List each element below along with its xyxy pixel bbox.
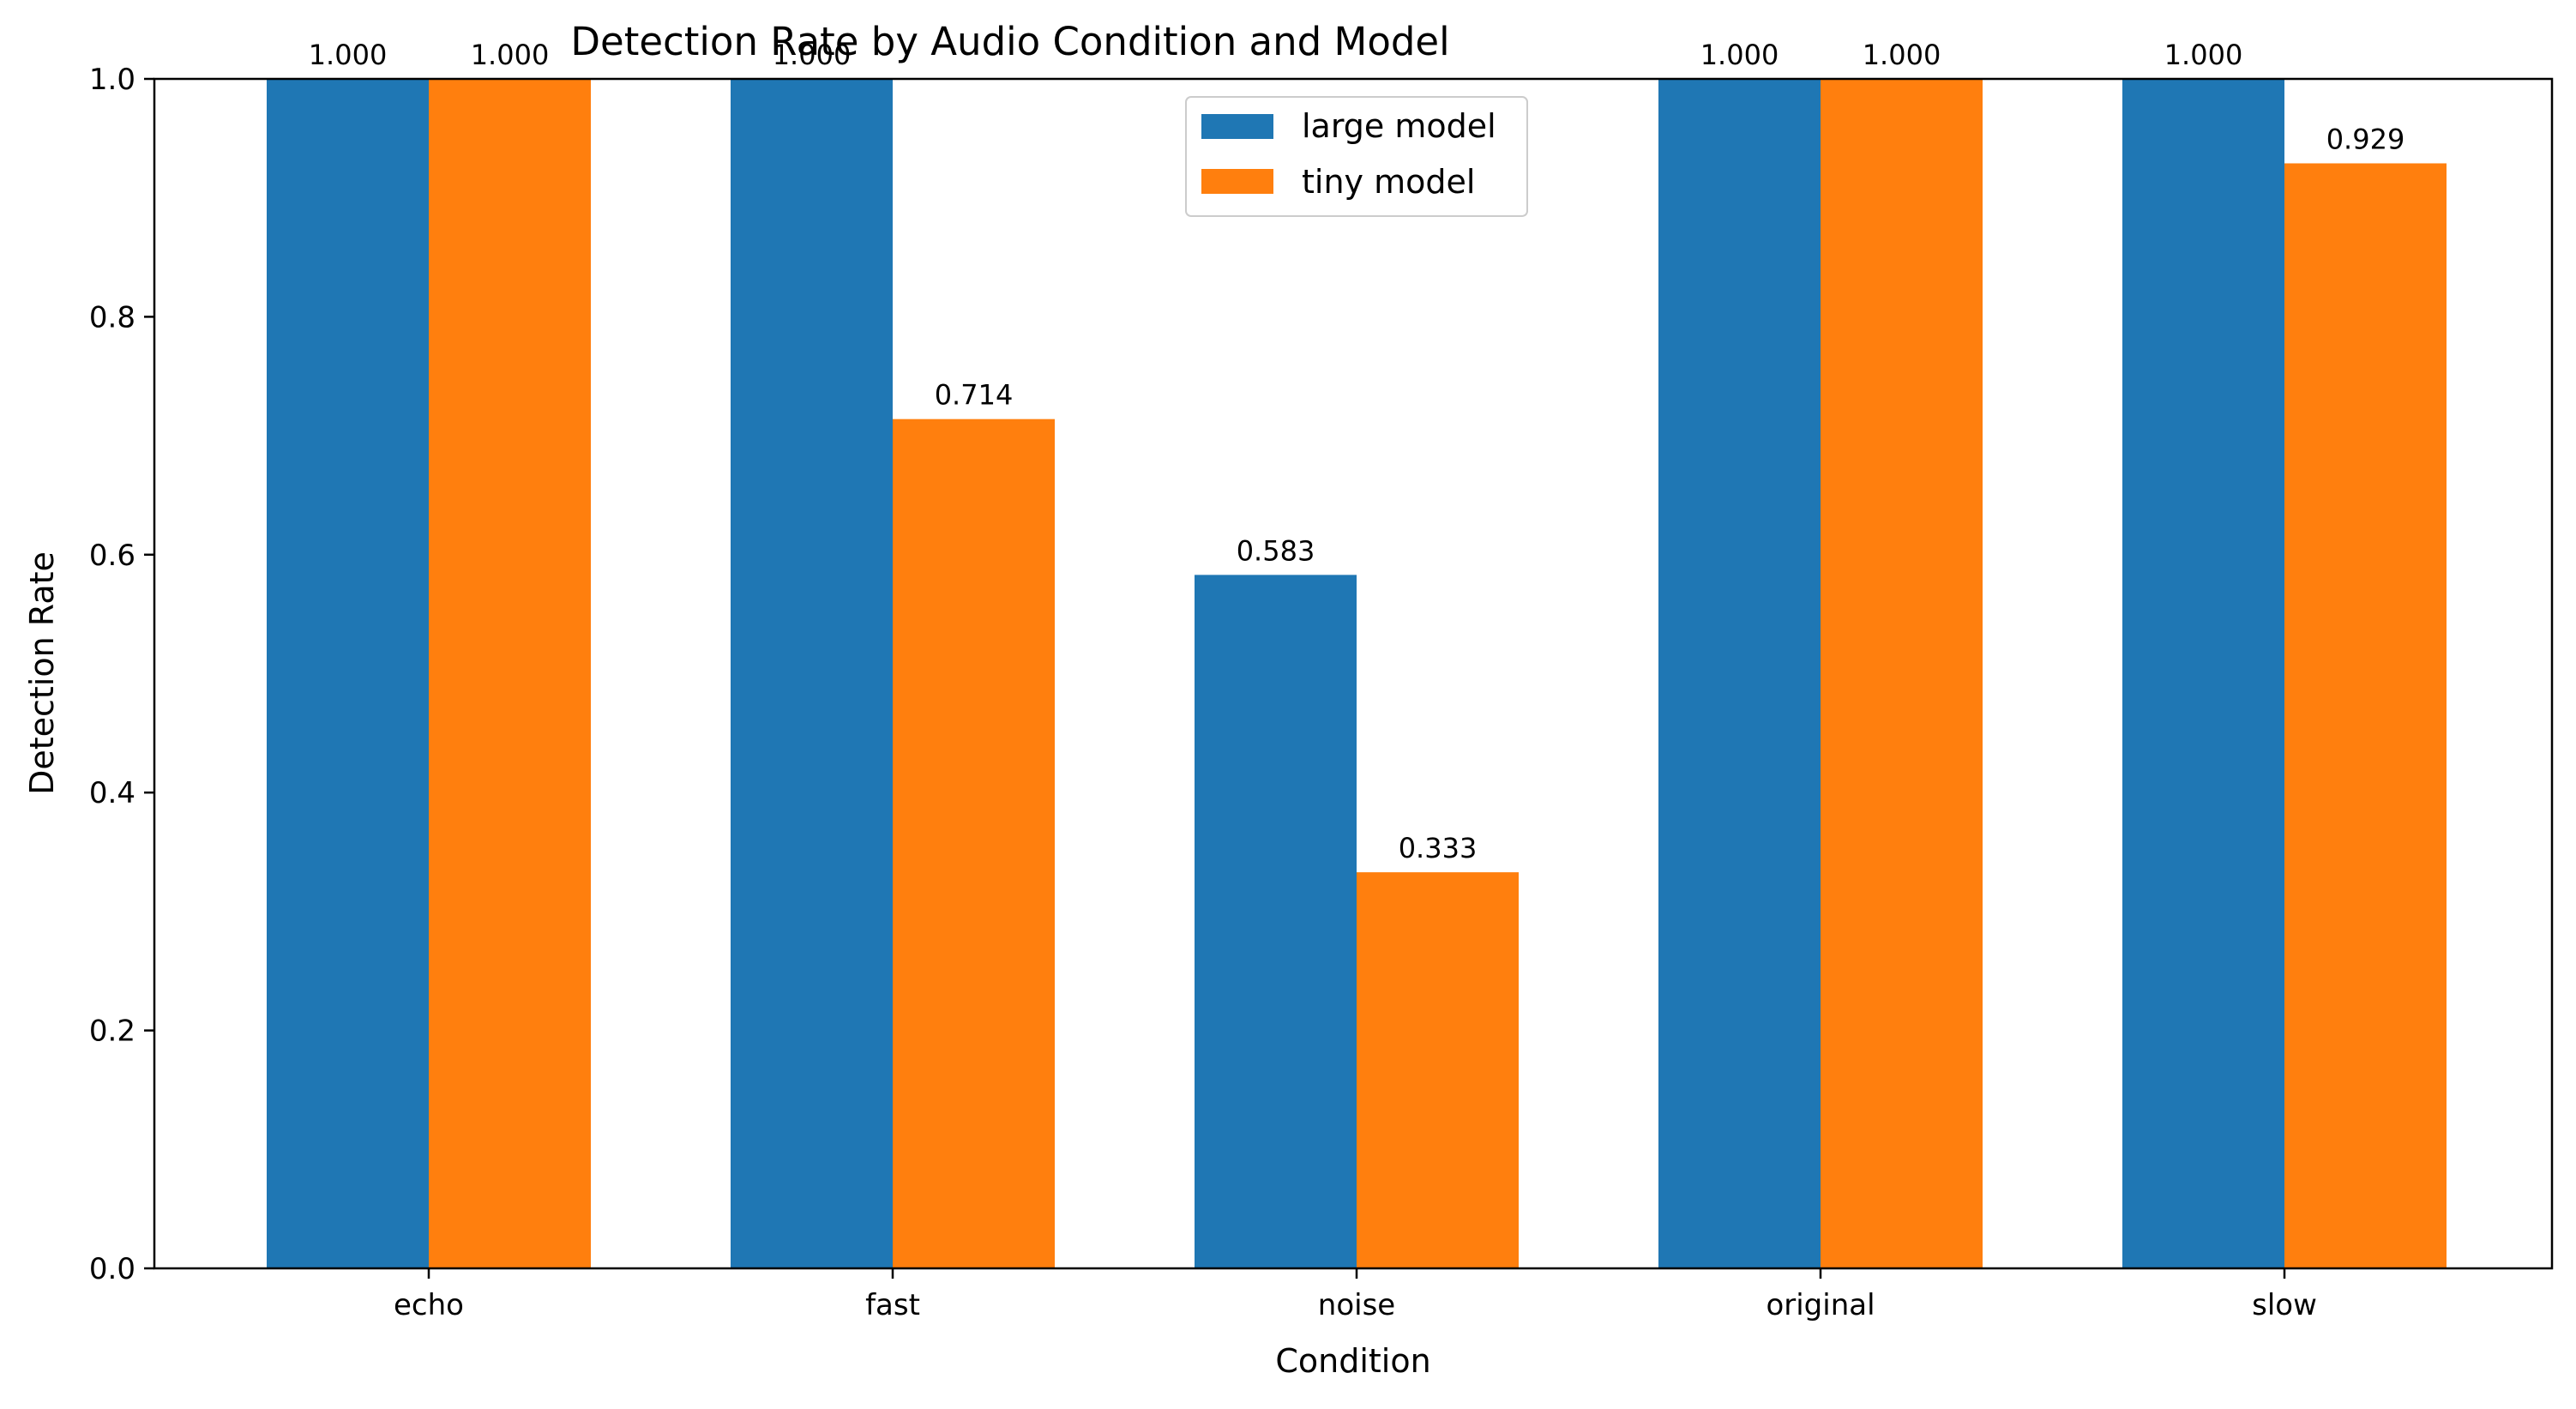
- bar-labels-layer: 1.000 1.000 0.583 1.000 1.000 1.000 0.714 0.333…: [309, 39, 2405, 864]
- bar-value-label: 1.000: [1863, 39, 1941, 71]
- bar-tiny-model-fast: [893, 418, 1055, 1268]
- legend-label-large-model: large model: [1302, 107, 1496, 145]
- legend-swatch-tiny-model: [1201, 169, 1273, 194]
- y-tick-label: 0.8: [89, 300, 135, 334]
- y-tick-label: 0.2: [89, 1015, 135, 1049]
- y-tick-label: 0.0: [89, 1252, 135, 1286]
- bar-large-model-original: [1658, 79, 1821, 1268]
- y-tick-label: 1.0: [89, 63, 135, 97]
- bar-large-model-slow: [2122, 79, 2284, 1268]
- bar-tiny-model-slow: [2284, 163, 2447, 1268]
- bar-tiny-model-noise: [1357, 872, 1519, 1268]
- bar-value-label: 1.000: [2164, 39, 2243, 71]
- plot-frame: [153, 77, 2554, 1270]
- legend-swatch-large-model: [1201, 114, 1273, 139]
- legend: large model tiny model: [1185, 96, 1528, 217]
- bar-large-model-fast: [731, 79, 893, 1268]
- y-axis: 0.0 0.2 0.4 0.6 0.8 1.0: [89, 63, 154, 1286]
- y-tick-label: 0.6: [89, 539, 135, 573]
- legend-label-tiny-model: tiny model: [1302, 163, 1475, 201]
- x-tick-label-noise: noise: [1318, 1288, 1395, 1322]
- bar-value-label: 1.000: [309, 39, 388, 71]
- bar-value-label: 0.714: [935, 379, 1014, 412]
- y-axis-label: Detection Rate: [23, 551, 61, 795]
- chart-title: Detection Rate by Audio Condition and Mo…: [570, 19, 1449, 64]
- bar-tiny-model-echo: [429, 79, 591, 1268]
- x-axis: echo fast noise original slow: [394, 1268, 2317, 1322]
- bars-layer: [267, 79, 2447, 1268]
- bar-value-label: 1.000: [1700, 39, 1779, 71]
- x-tick-label-slow: slow: [2252, 1288, 2317, 1322]
- y-tick-label: 0.4: [89, 776, 135, 810]
- bar-value-label: 0.333: [1399, 832, 1478, 864]
- bar-value-label: 1.000: [471, 39, 550, 71]
- x-tick-label-fast: fast: [865, 1288, 920, 1322]
- x-axis-label: Condition: [1275, 1342, 1430, 1380]
- bar-value-label: 1.000: [773, 39, 852, 71]
- bar-value-label: 0.929: [2326, 123, 2405, 155]
- bar-tiny-model-original: [1821, 79, 1983, 1268]
- x-tick-label-echo: echo: [394, 1288, 464, 1322]
- bar-large-model-echo: [267, 79, 429, 1268]
- x-tick-label-original: original: [1766, 1288, 1875, 1322]
- bar-large-model-noise: [1195, 575, 1357, 1268]
- bar-value-label: 0.583: [1237, 534, 1315, 567]
